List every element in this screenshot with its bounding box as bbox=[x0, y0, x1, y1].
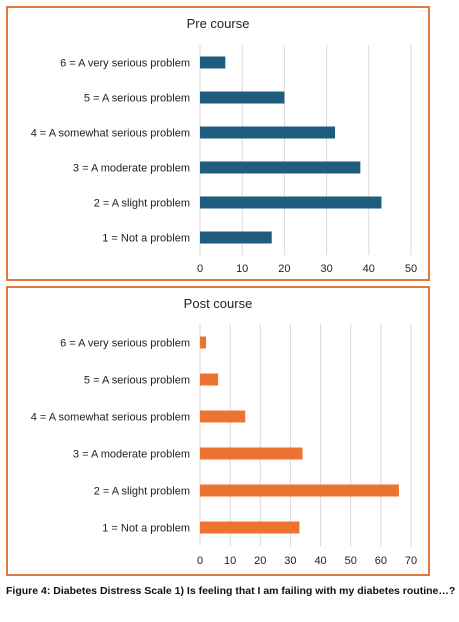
post-x-tick-label: 40 bbox=[314, 555, 326, 567]
post-x-tick-label: 30 bbox=[284, 555, 296, 567]
post-bar bbox=[200, 410, 246, 423]
figure-caption: Figure 4: Diabetes Distress Scale 1) Is … bbox=[6, 585, 456, 597]
pre-category-label: 5 = A serious problem bbox=[84, 93, 190, 105]
pre-x-tick-label: 0 bbox=[197, 263, 203, 275]
post-x-tick-label: 60 bbox=[375, 555, 387, 567]
post-x-tick-label: 20 bbox=[254, 555, 266, 567]
post-bar bbox=[200, 484, 399, 497]
pre-course-chart: Pre course 0 10 20 30 40 50 6 = A very serious … bbox=[31, 16, 417, 275]
pre-course-chart-panel: Pre course 0 10 20 30 40 50 6 = A very serious … bbox=[6, 6, 430, 281]
pre-bar bbox=[200, 91, 285, 104]
post-course-chart-panel: Post course 0 10 20 30 40 50 60 70 6 = A very ser… bbox=[6, 286, 430, 576]
post-bar bbox=[200, 336, 207, 349]
pre-chart-title: Pre course bbox=[187, 16, 250, 31]
pre-bar bbox=[200, 126, 336, 139]
pre-x-tick-label: 20 bbox=[278, 263, 290, 275]
pre-x-tick-label: 30 bbox=[320, 263, 332, 275]
pre-x-tick-label: 50 bbox=[405, 263, 417, 275]
post-x-tick-label: 0 bbox=[197, 555, 203, 567]
post-category-label: 1 = Not a problem bbox=[102, 523, 190, 535]
post-x-tick-label: 50 bbox=[345, 555, 357, 567]
post-x-tick-label: 70 bbox=[405, 555, 417, 567]
post-category-label: 5 = A serious problem bbox=[84, 375, 190, 387]
post-chart-title: Post course bbox=[184, 296, 253, 311]
pre-bar bbox=[200, 161, 361, 174]
pre-x-tick-label: 10 bbox=[236, 263, 248, 275]
post-category-label: 2 = A slight problem bbox=[94, 486, 190, 498]
post-course-chart: Post course 0 10 20 30 40 50 60 70 6 = A very ser… bbox=[31, 296, 417, 567]
post-bar bbox=[200, 521, 300, 534]
pre-x-tick-label: 40 bbox=[363, 263, 375, 275]
pre-category-label: 3 = A moderate problem bbox=[73, 163, 190, 175]
pre-category-label: 4 = A somewhat serious problem bbox=[31, 128, 190, 140]
post-x-tick-label: 10 bbox=[224, 555, 236, 567]
post-category-label: 6 = A very serious problem bbox=[60, 338, 190, 350]
pre-bar bbox=[200, 56, 226, 69]
pre-category-label: 1 = Not a problem bbox=[102, 233, 190, 245]
post-category-label: 3 = A moderate problem bbox=[73, 449, 190, 461]
pre-bar bbox=[200, 231, 272, 244]
post-category-label: 4 = A somewhat serious problem bbox=[31, 412, 190, 424]
post-bar bbox=[200, 447, 303, 460]
pre-category-label: 2 = A slight problem bbox=[94, 198, 190, 210]
post-bar bbox=[200, 373, 219, 386]
pre-bar bbox=[200, 196, 382, 209]
pre-category-label: 6 = A very serious problem bbox=[60, 58, 190, 70]
